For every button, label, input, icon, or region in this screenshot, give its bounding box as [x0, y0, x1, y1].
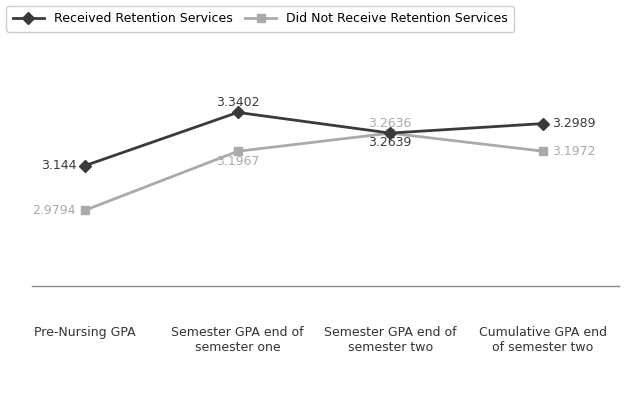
Text: 3.1972: 3.1972 [552, 145, 595, 158]
Received Retention Services [539, 121, 547, 126]
Did Not Receive Retention Services [234, 149, 242, 154]
Text: 3.3402: 3.3402 [216, 96, 260, 109]
Text: 3.2989: 3.2989 [552, 117, 595, 130]
Text: Pre-Nursing GPA: Pre-Nursing GPA [34, 326, 136, 339]
Received Retention Services [387, 131, 394, 135]
Text: Semester GPA end of
semester one: Semester GPA end of semester one [172, 326, 304, 354]
Text: 3.144: 3.144 [41, 159, 76, 172]
Legend: Received Retention Services, Did Not Receive Retention Services: Received Retention Services, Did Not Rec… [6, 6, 514, 32]
Text: Semester GPA end of
semester two: Semester GPA end of semester two [324, 326, 456, 354]
Did Not Receive Retention Services [539, 149, 547, 154]
Text: Cumulative GPA end
of semester two: Cumulative GPA end of semester two [478, 326, 607, 354]
Text: 3.1967: 3.1967 [216, 154, 260, 168]
Did Not Receive Retention Services [82, 208, 89, 212]
Did Not Receive Retention Services [387, 131, 394, 135]
Text: 3.2636: 3.2636 [369, 117, 412, 130]
Text: 3.2639: 3.2639 [369, 136, 412, 149]
Received Retention Services [234, 110, 242, 115]
Line: Did Not Receive Retention Services: Did Not Receive Retention Services [81, 129, 547, 214]
Line: Received Retention Services: Received Retention Services [81, 108, 547, 170]
Received Retention Services [82, 163, 89, 168]
Text: 2.9794: 2.9794 [33, 204, 76, 217]
